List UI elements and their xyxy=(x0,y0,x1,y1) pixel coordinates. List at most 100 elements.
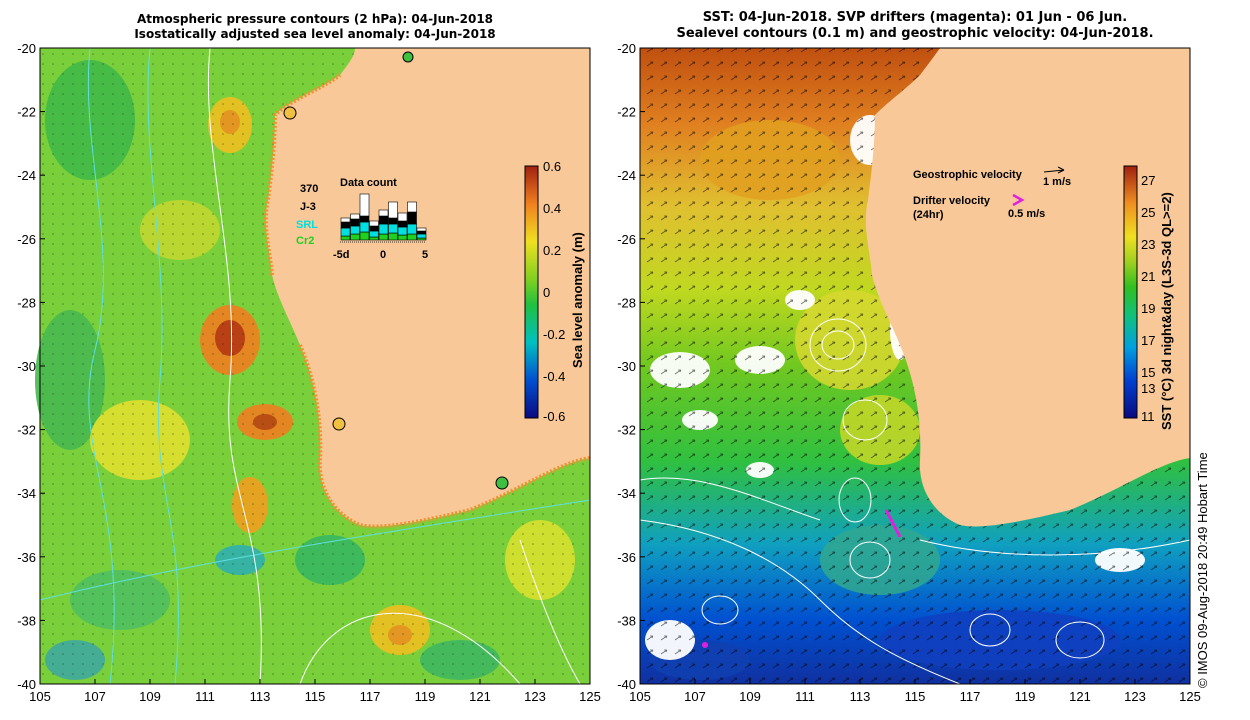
right-title-line2: Sealevel contours (0.1 m) and geostrophi… xyxy=(676,26,1154,41)
sst-tick: 17 xyxy=(1141,333,1155,348)
data-count-bar xyxy=(397,212,408,222)
data-count-bar xyxy=(388,232,398,241)
sla-tick: 0.6 xyxy=(543,159,561,174)
sst-tick: 11 xyxy=(1141,409,1155,424)
x-tick-label: 105 xyxy=(629,689,651,704)
left-map: Data count 370 J-3 SRL Cr2 -5d 0 5 0.6 0… xyxy=(35,47,591,685)
sla-tick: 0.4 xyxy=(543,201,561,216)
y-tick-label: -24 xyxy=(17,168,36,183)
sla-colorbar-label: Sea level anomaly (m) xyxy=(570,232,585,368)
y-tick-label: -38 xyxy=(17,613,36,628)
x-tick-label: 117 xyxy=(360,689,381,704)
data-count-bar xyxy=(416,233,427,239)
x-tick-label: 121 xyxy=(469,689,491,704)
left-title-line2: Isostatically adjusted sea level anomaly… xyxy=(134,27,496,41)
x-tick-label: 121 xyxy=(1069,689,1091,704)
sealevel-contours xyxy=(639,318,1191,685)
data-count-bar xyxy=(350,218,360,227)
data-count-bar xyxy=(350,233,360,241)
data-count-tick-max: 5 xyxy=(422,249,428,261)
legend-j3: J-3 xyxy=(300,201,316,213)
sst-tick: 13 xyxy=(1141,381,1155,396)
left-panel-title: Atmospheric pressure contours (2 hPa): 0… xyxy=(40,12,590,42)
drifter-track xyxy=(702,642,708,648)
y-tick-label: -36 xyxy=(617,550,636,565)
y-tick-label: -38 xyxy=(617,613,636,628)
data-count-bar xyxy=(359,221,370,233)
data-count-tick-min: -5d xyxy=(333,249,350,261)
y-tick-label: -20 xyxy=(17,41,36,56)
x-tick-label: 125 xyxy=(579,689,601,704)
data-count-bar xyxy=(369,220,379,227)
sst-colorbar: 27 25 23 21 19 17 15 13 11 SST (°C) 3d n… xyxy=(1123,165,1174,430)
y-tick-label: -26 xyxy=(17,232,36,247)
x-tick-label: 125 xyxy=(1179,689,1201,704)
data-count-title: Data count xyxy=(340,177,397,189)
drifter-velocity-period: (24hr) xyxy=(913,209,944,221)
sst-tick: 27 xyxy=(1141,173,1155,188)
sla-colorbar: 0.6 0.4 0.2 0 -0.2 -0.4 -0.6 Sea level a… xyxy=(524,159,585,424)
y-tick-label: -32 xyxy=(617,423,636,438)
sst-colorbar-ticks: 27 25 23 21 19 17 15 13 11 xyxy=(1141,173,1155,424)
y-tick-label: -28 xyxy=(17,295,36,310)
x-tick-label: 117 xyxy=(960,689,981,704)
australia-landmass xyxy=(265,48,590,527)
data-count-bar xyxy=(340,221,351,229)
x-tick-label: 115 xyxy=(905,689,926,704)
geostrophic-scale: 1 m/s xyxy=(1043,176,1071,188)
data-count-bar xyxy=(397,234,408,241)
data-count-bar xyxy=(388,223,398,234)
y-tick-label: -22 xyxy=(617,105,636,120)
drifter-scale: 0.5 m/s xyxy=(1008,208,1045,220)
x-tick-label: 105 xyxy=(29,689,51,704)
sst-tick: 19 xyxy=(1141,301,1155,316)
tide-gauge-marker xyxy=(332,417,346,431)
sst-tick: 25 xyxy=(1141,205,1155,220)
geostrophic-velocity-label: Geostrophic velocity xyxy=(913,169,1023,181)
data-count-bar xyxy=(397,220,408,228)
data-count-bar xyxy=(369,236,379,241)
tide-gauge-marker xyxy=(283,106,297,120)
y-tick-label: -34 xyxy=(617,486,636,501)
data-count-bar xyxy=(397,226,408,236)
y-tick-label: -30 xyxy=(17,359,36,374)
x-tick-label: 113 xyxy=(850,689,871,704)
data-count-bar xyxy=(378,223,389,235)
australia-landmass xyxy=(865,48,1190,527)
x-tick-label: 111 xyxy=(195,689,215,704)
data-count-bar xyxy=(350,213,360,220)
data-count-total: 370 xyxy=(300,183,318,195)
data-count-bar xyxy=(407,211,417,225)
data-count-bar xyxy=(369,230,379,238)
data-count-bar xyxy=(359,215,370,223)
data-count-bar xyxy=(407,233,417,241)
x-tick-label: 113 xyxy=(250,689,271,704)
x-tick-label: 119 xyxy=(415,689,436,704)
y-tick-label: -34 xyxy=(17,486,36,501)
data-count-bar xyxy=(407,223,417,235)
sla-tick: 0.2 xyxy=(543,243,561,258)
x-tick-label: 115 xyxy=(305,689,326,704)
y-tick-label: -40 xyxy=(617,677,636,692)
y-tick-label: -36 xyxy=(17,550,36,565)
tide-gauge-marker xyxy=(495,476,509,490)
pressure-contours-white xyxy=(207,47,581,685)
sla-tick: 0 xyxy=(543,285,550,300)
data-count-bar xyxy=(369,225,379,232)
sst-colorbar-label: SST (°C) 3d night&day (L3S-3d QL>=2) xyxy=(1159,192,1174,430)
sla-colorbar-ticks: 0.6 0.4 0.2 0 -0.2 -0.4 -0.6 xyxy=(543,159,565,424)
right-panel-title: SST: 04-Jun-2018. SVP drifters (magenta)… xyxy=(640,10,1190,42)
sst-tick: 15 xyxy=(1141,365,1155,380)
coastal-shelf xyxy=(263,73,591,529)
data-count-bar xyxy=(416,227,427,232)
data-count-bar xyxy=(407,201,417,213)
data-count-bar xyxy=(350,225,360,235)
data-count-tick-zero: 0 xyxy=(380,249,386,261)
x-tick-label: 107 xyxy=(84,689,106,704)
y-tick-label: -32 xyxy=(17,423,36,438)
x-tick-label: 119 xyxy=(1015,689,1036,704)
credit-text: © IMOS 09-Aug-2018 20:49 Hobart Time xyxy=(1195,452,1210,688)
x-tick-label: 109 xyxy=(139,689,161,704)
legend-cr2: Cr2 xyxy=(296,235,314,247)
data-count-bar xyxy=(378,233,389,241)
